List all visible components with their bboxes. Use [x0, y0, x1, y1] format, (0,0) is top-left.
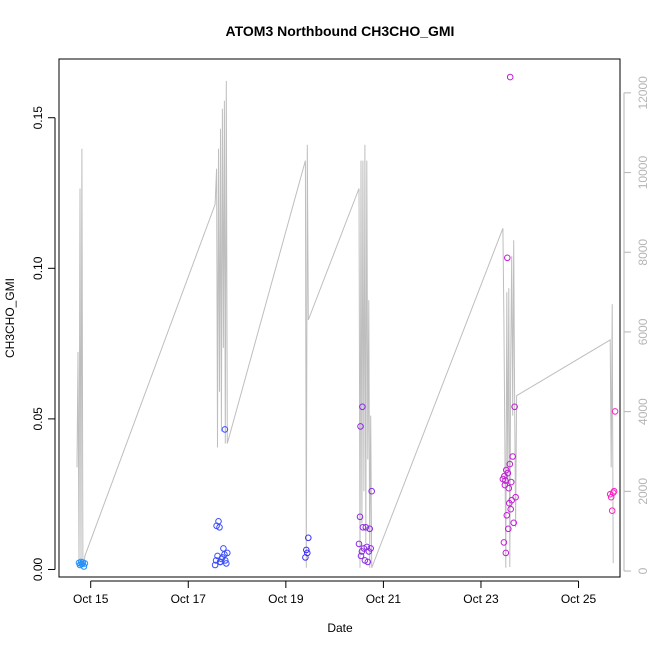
- data-point: [501, 472, 508, 480]
- data-point: [218, 555, 225, 563]
- data-point: [362, 524, 370, 531]
- data-point: [357, 552, 365, 560]
- data-point: [303, 546, 310, 554]
- plot-frame: [58, 58, 621, 578]
- x-axis: Oct 15 Oct 17 Oct 19 Oct 21 Oct 23 Oct 25: [73, 580, 597, 606]
- data-point: [355, 540, 363, 548]
- data-point: [357, 423, 364, 430]
- secondary-series: [76, 80, 614, 568]
- data-point: [359, 403, 366, 411]
- data-point: [503, 466, 510, 474]
- y2-tick-label: 6000: [636, 318, 650, 345]
- y2-tick-label: 2000: [636, 478, 650, 505]
- x-tick-label: Oct 23: [463, 592, 499, 606]
- data-point: [512, 493, 519, 501]
- y2-tick-label: 10000: [636, 156, 650, 190]
- data-point: [507, 478, 515, 486]
- data-point: [609, 489, 617, 497]
- data-point: [211, 561, 219, 569]
- data-point: [502, 477, 509, 484]
- data-point: [367, 545, 375, 552]
- y-tick-label: 0.10: [31, 256, 45, 280]
- y2-tick-label: 8000: [636, 239, 650, 266]
- data-point: [509, 453, 517, 460]
- y-tick-label: 0.05: [31, 407, 45, 431]
- data-point: [223, 560, 230, 567]
- data-point: [356, 513, 364, 521]
- data-point: [505, 525, 512, 533]
- y-tick-label: 0.00: [31, 557, 45, 581]
- data-point: [213, 522, 220, 530]
- data-point: [610, 487, 618, 495]
- data-point: [216, 558, 224, 566]
- scatter-points: [75, 73, 619, 570]
- data-point: [80, 563, 88, 570]
- data-point: [511, 403, 518, 411]
- data-point: [510, 519, 518, 527]
- y2-axis: 0 2000 4000 6000 8000 10000 12000: [623, 76, 650, 574]
- data-point: [305, 534, 312, 542]
- data-point: [220, 545, 227, 552]
- x-tick-label: Oct 15: [73, 592, 109, 606]
- data-point: [506, 460, 514, 468]
- x-tick-label: Oct 25: [561, 592, 597, 606]
- data-point: [304, 549, 311, 557]
- x-tick-label: Oct 17: [171, 592, 207, 606]
- chart-title: ATOM3 Northbound CH3CHO_GMI: [226, 23, 455, 39]
- data-point: [221, 426, 229, 433]
- y-tick-label: 0.15: [31, 106, 45, 130]
- data-point: [359, 524, 367, 531]
- y2-tick-label: 12000: [636, 76, 650, 110]
- data-point: [505, 484, 513, 492]
- data-point: [364, 558, 372, 566]
- x-axis-label: Date: [327, 621, 353, 635]
- secondary-series-line: [76, 80, 614, 568]
- data-point: [506, 499, 513, 507]
- data-point: [366, 525, 374, 533]
- data-point: [368, 487, 376, 495]
- data-point: [224, 549, 231, 557]
- data-point: [507, 505, 515, 513]
- y-axis: 0.00 0.05 0.10 0.15: [31, 106, 56, 581]
- data-point: [503, 512, 511, 519]
- x-tick-label: Oct 21: [366, 592, 402, 606]
- data-point: [81, 560, 89, 567]
- y2-tick-label: 0: [636, 567, 650, 574]
- data-point: [611, 408, 619, 415]
- data-point: [608, 507, 616, 515]
- data-point: [502, 549, 510, 557]
- y-axis-label: CH3CHO_GMI: [3, 278, 17, 358]
- x-tick-label: Oct 19: [268, 592, 304, 606]
- data-point: [504, 254, 511, 262]
- data-point: [500, 539, 508, 546]
- data-point: [506, 73, 514, 81]
- y2-tick-label: 4000: [636, 398, 650, 425]
